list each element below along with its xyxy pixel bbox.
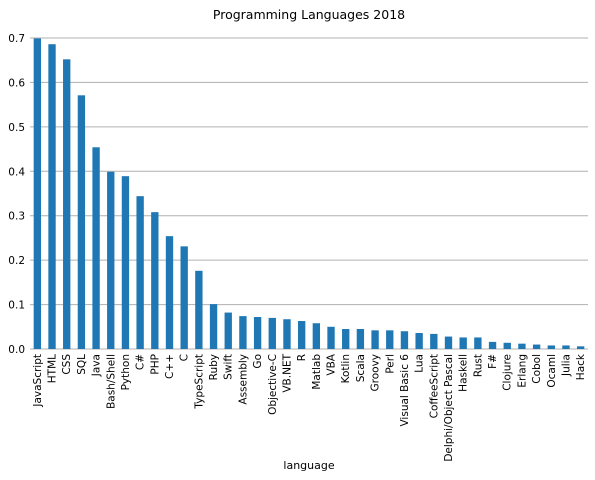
- bar: [474, 337, 482, 349]
- y-tick-label: 0.3: [8, 211, 25, 223]
- y-tick-label: 0.1: [8, 300, 25, 312]
- x-tick-label: SQL: [76, 354, 88, 375]
- x-tick-label: CoffeeScript: [428, 354, 440, 418]
- y-axis: 0.0 0.1 0.2 0.3 0.4 0.5 0.6 0.7: [8, 33, 25, 356]
- x-tick-label: Julia: [560, 354, 572, 377]
- bar: [518, 343, 526, 349]
- bar: [576, 346, 585, 349]
- y-tick-label: 0.6: [8, 77, 25, 89]
- x-tick-label: Visual Basic 6: [399, 354, 411, 427]
- x-tick-label: R: [296, 354, 308, 361]
- x-tick-label: PHP: [149, 354, 161, 375]
- bar: [165, 236, 174, 349]
- x-tick-label: Groovy: [370, 354, 382, 392]
- x-tick-label: Scala: [355, 354, 367, 382]
- x-tick-label: C++: [164, 354, 176, 379]
- bar: [327, 326, 335, 349]
- bar: [342, 329, 350, 349]
- bar: [415, 333, 423, 349]
- x-tick-label: Ruby: [208, 354, 220, 380]
- bar: [136, 196, 144, 349]
- x-tick-label: Go: [252, 354, 264, 369]
- bar: [562, 345, 570, 349]
- x-tick-label: Hack: [575, 353, 587, 380]
- bar: [151, 212, 159, 349]
- bar: [239, 316, 247, 349]
- x-tick-label: Python: [120, 354, 132, 390]
- bar: [503, 342, 511, 349]
- bar: [356, 329, 365, 349]
- x-tick-label: VBA: [326, 353, 338, 375]
- bar: [268, 317, 276, 349]
- bar: [283, 319, 291, 349]
- bar: [63, 59, 71, 349]
- x-tick-label: Lua: [414, 354, 426, 373]
- y-tick-label: 0.7: [8, 33, 25, 45]
- bar: [297, 321, 306, 349]
- bar: [121, 176, 130, 349]
- x-tick-label: Rust: [472, 354, 484, 377]
- chart-title: Programming Languages 2018: [213, 7, 405, 22]
- x-tick-label: Erlang: [516, 354, 528, 388]
- x-tick-label: CSS: [61, 354, 73, 375]
- x-tick-label: Java: [91, 354, 103, 377]
- x-tick-label: Kotlin: [340, 354, 352, 383]
- bars: [33, 38, 585, 350]
- x-axis: JavaScript HTML CSS SQL Java Bash/Shell Python…: [32, 353, 587, 462]
- x-tick-label: C: [179, 354, 191, 361]
- x-tick-label: Matlab: [311, 354, 323, 390]
- x-tick-label: Objective-C: [267, 354, 279, 415]
- bar: [400, 331, 409, 349]
- bar: [180, 246, 188, 349]
- bar: [547, 345, 555, 349]
- bar: [48, 44, 56, 349]
- bar: [459, 337, 467, 349]
- bar: [532, 344, 541, 349]
- y-tick-label: 0.2: [8, 255, 25, 267]
- x-tick-label: Clojure: [502, 354, 514, 391]
- x-tick-label: Assembly: [237, 354, 249, 405]
- bar: [312, 323, 321, 349]
- y-tick-label: 0.5: [8, 122, 25, 134]
- x-tick-label: Ocaml: [546, 354, 558, 388]
- bar: [488, 341, 497, 349]
- bar: [107, 171, 115, 349]
- bar: [33, 38, 42, 350]
- x-tick-label: Perl: [384, 354, 396, 374]
- bar: [195, 270, 203, 349]
- x-tick-label: F#: [487, 354, 499, 369]
- x-tick-label: HTML: [47, 354, 59, 383]
- x-tick-label: Delphi/Object Pascal: [443, 354, 455, 462]
- x-tick-label: JavaScript: [32, 354, 44, 408]
- bar: [386, 330, 394, 349]
- y-tick-label: 0.4: [8, 166, 25, 178]
- x-tick-label: C#: [135, 354, 147, 370]
- bar: [224, 312, 232, 349]
- bar: [253, 317, 262, 349]
- x-tick-label: Haskell: [458, 354, 470, 392]
- x-tick-label: VB.NET: [281, 353, 293, 392]
- bar: [77, 95, 86, 349]
- bar: [209, 304, 218, 349]
- x-tick-label: Swift: [223, 354, 235, 380]
- x-axis-label: language: [283, 459, 334, 472]
- x-tick-label: Bash/Shell: [105, 354, 117, 409]
- x-tick-label: Cobol: [531, 354, 543, 384]
- bar: [444, 336, 453, 349]
- bar: [92, 147, 100, 349]
- y-tick-label: 0.0: [8, 344, 25, 356]
- x-tick-label: TypeScript: [193, 354, 205, 410]
- bar: [371, 330, 379, 349]
- bar: [430, 333, 438, 349]
